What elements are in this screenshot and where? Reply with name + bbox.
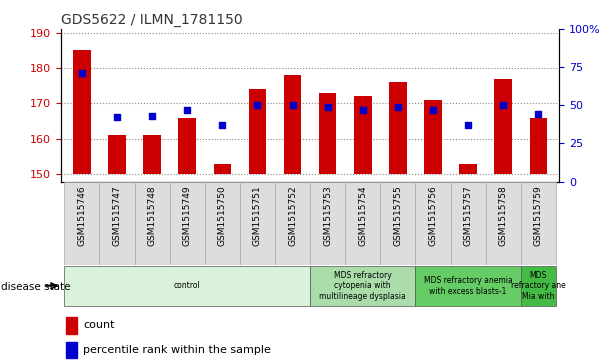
Text: GSM1515750: GSM1515750 [218,186,227,246]
Bar [319,93,336,174]
Text: percentile rank within the sample: percentile rank within the sample [83,345,271,355]
Text: GSM1515751: GSM1515751 [253,186,262,246]
Bar [178,118,196,174]
Text: GSM1515746: GSM1515746 [77,186,86,246]
Bar [205,182,240,265]
Text: GSM1515753: GSM1515753 [323,186,332,246]
Bar [134,182,170,265]
Bar [354,97,371,174]
Point [112,115,122,121]
Point [147,113,157,119]
Bar [486,182,520,265]
Bar [494,79,512,174]
Text: MDS
refractory ane
Mia with: MDS refractory ane Mia with [511,271,565,301]
Text: GSM1515752: GSM1515752 [288,186,297,246]
Bar [415,266,520,306]
Bar [66,342,77,358]
Bar [380,182,415,265]
Text: count: count [83,321,115,330]
Text: GSM1515748: GSM1515748 [148,186,157,246]
Text: control: control [174,281,201,290]
Text: MDS refractory anemia
with excess blasts-1: MDS refractory anemia with excess blasts… [424,276,513,295]
Text: GSM1515758: GSM1515758 [499,186,508,246]
Bar [520,182,556,265]
Point [499,102,508,108]
Bar [345,182,380,265]
Bar [424,100,442,174]
Point [182,107,192,113]
Point [463,122,473,128]
Text: disease state: disease state [1,282,70,292]
Bar [415,182,451,265]
Bar [240,182,275,265]
Bar [451,182,486,265]
Bar [310,266,415,306]
Bar [100,182,134,265]
Point [288,102,297,108]
Point [323,104,333,110]
Text: GSM1515755: GSM1515755 [393,186,402,246]
Point [218,122,227,128]
Point [393,104,402,110]
Text: GDS5622 / ILMN_1781150: GDS5622 / ILMN_1781150 [61,13,243,26]
Bar [520,266,556,306]
Bar [459,164,477,174]
Text: GSM1515759: GSM1515759 [534,186,543,246]
Bar [143,135,161,174]
Point [533,111,543,117]
Bar [275,182,310,265]
Point [252,102,262,108]
Bar [64,182,100,265]
Bar [73,50,91,174]
Bar [170,182,205,265]
Bar [310,182,345,265]
Bar [213,164,231,174]
Text: GSM1515757: GSM1515757 [463,186,472,246]
Text: GSM1515749: GSM1515749 [182,186,192,246]
Text: MDS refractory
cytopenia with
multilineage dysplasia: MDS refractory cytopenia with multilinea… [319,271,406,301]
Point [77,70,87,76]
Point [428,107,438,113]
Point [358,107,368,113]
Text: GSM1515754: GSM1515754 [358,186,367,246]
Bar [249,89,266,174]
Bar [108,135,126,174]
Bar [530,118,547,174]
Bar [284,75,302,174]
Bar [66,317,77,334]
Bar [389,82,407,174]
Text: GSM1515756: GSM1515756 [429,186,438,246]
Bar [64,266,310,306]
Text: GSM1515747: GSM1515747 [112,186,122,246]
